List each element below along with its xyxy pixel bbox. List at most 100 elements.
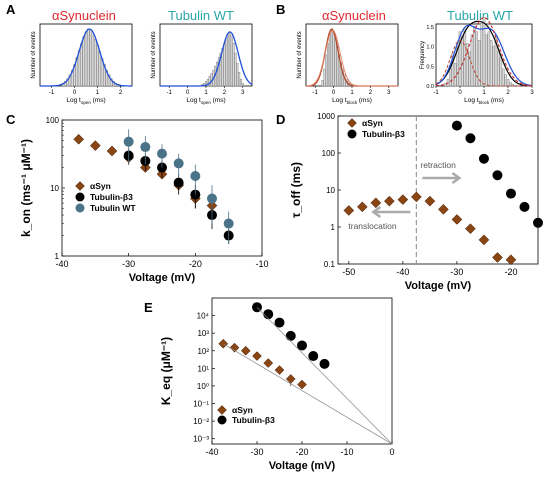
x-tick-label: 3 xyxy=(530,90,534,96)
data-point-circle xyxy=(519,201,530,212)
a1-title: αSynuclein xyxy=(52,8,116,23)
hist-bar xyxy=(461,37,464,87)
data-point-diamond xyxy=(383,195,395,207)
legend-label: Tubulin WT xyxy=(90,203,136,213)
data-point-circle xyxy=(157,148,167,159)
hist-bar xyxy=(456,45,459,87)
plot-frame xyxy=(305,23,399,87)
hist-bar xyxy=(91,34,95,87)
x-tick-label: 0 xyxy=(389,447,394,457)
y-tick-label: 10 xyxy=(50,184,59,193)
x-axis-label: Log tblock (ms) xyxy=(332,97,372,105)
x-tick-label: 3 xyxy=(387,90,391,96)
hist-bar xyxy=(325,54,328,87)
hist-bar xyxy=(232,43,235,87)
hist-bar xyxy=(82,36,85,87)
hist-bar xyxy=(70,69,74,87)
translocation-arrow xyxy=(371,205,411,219)
panel-label-e: E xyxy=(144,300,153,315)
x-tick-label: 2 xyxy=(119,90,123,96)
x-tick-label: 0 xyxy=(332,90,336,96)
y-tick-label: 0.1 xyxy=(324,260,336,269)
fit-curve xyxy=(435,39,532,87)
legend-label: αSyn xyxy=(362,118,383,128)
y-tick-label: 0.0 xyxy=(426,84,434,90)
y-axis-label: Number of events xyxy=(151,31,157,78)
hist-bar xyxy=(497,51,500,87)
x-tick-label: -1 xyxy=(313,90,319,96)
hist-bar xyxy=(475,31,479,87)
data-point-diamond xyxy=(411,191,422,203)
data-point-circle xyxy=(451,120,462,131)
hist-bar xyxy=(453,62,457,87)
legend-label: αSyn xyxy=(90,181,111,191)
data-point-diamond xyxy=(252,351,262,361)
hist-bar xyxy=(501,68,505,87)
data-point-diamond xyxy=(285,374,296,384)
x-tick-label: -10 xyxy=(255,259,268,269)
hist-bar xyxy=(480,23,483,87)
data-point-circle xyxy=(173,158,184,169)
y-tick-label: 0.5 xyxy=(426,64,434,70)
hist-bar xyxy=(228,31,231,87)
hist-bar xyxy=(238,72,241,87)
x-tick-label: 0 xyxy=(458,90,462,96)
hist-bar xyxy=(241,82,244,87)
data-point-circle xyxy=(207,193,217,204)
hist-bar xyxy=(98,51,102,87)
hist-bar xyxy=(96,44,99,87)
panel-label-d: D xyxy=(276,112,285,127)
data-point-circle xyxy=(319,358,330,369)
x-tick-label: 1 xyxy=(204,90,208,96)
data-point-diamond xyxy=(451,214,463,225)
panel-label-b: B xyxy=(276,2,285,17)
x-axis-label: Log tblock (ms) xyxy=(464,97,504,105)
y-axis-label: k_on (ms⁻¹ μM⁻¹) xyxy=(19,139,33,237)
hist-bar xyxy=(334,39,337,87)
data-point-circle xyxy=(308,351,319,362)
hist-bar xyxy=(227,34,230,87)
y-axis-label: τ_off (ms) xyxy=(289,162,303,218)
hist-bar xyxy=(482,17,486,87)
x-tick-label: -20 xyxy=(504,267,517,277)
x-tick-label: 1 xyxy=(482,90,486,96)
panel-b: αSynuclein Tubulin WT -1 0 1 2 3 Log tblock (… xyxy=(297,8,534,105)
hist-bar xyxy=(489,40,493,87)
hist-bar xyxy=(68,74,72,87)
data-point-circle xyxy=(173,177,184,188)
hist-bar xyxy=(487,31,491,87)
data-point-diamond xyxy=(505,254,517,266)
hist-bar xyxy=(107,74,111,87)
data-point-diamond xyxy=(106,145,118,157)
data-point-diamond xyxy=(73,133,85,145)
hist-bar xyxy=(84,31,88,87)
y-axis-label: Frequency xyxy=(420,41,426,69)
hist-bar xyxy=(444,82,447,87)
data-point-circle xyxy=(465,133,476,144)
data-point-diamond xyxy=(229,342,240,353)
y-tick-label: 1.0 xyxy=(426,45,434,51)
x-axis-label: Voltage (mV) xyxy=(129,272,196,284)
panel-e: -40 -30 -20 -10 0 10⁻³ 10⁻² 10⁻¹ 10⁰ 10¹ 10² 10³ 10⁴… xyxy=(159,297,395,472)
hist-bar xyxy=(230,35,233,87)
hist-bar xyxy=(509,82,512,87)
x-tick-label: 2 xyxy=(506,90,510,96)
hist-bar xyxy=(208,76,211,87)
hist-bar xyxy=(504,74,507,87)
hist-bar xyxy=(223,43,226,87)
y-tick-label: 10⁻³ xyxy=(193,435,209,444)
y-tick-label: 10⁰ xyxy=(197,382,209,391)
y-tick-label: 10⁻² xyxy=(193,417,209,426)
y-tick-label: 10 xyxy=(326,186,335,195)
fit-curve xyxy=(435,17,533,87)
data-point-circle xyxy=(263,309,274,320)
data-point-circle xyxy=(217,415,227,425)
data-point-circle xyxy=(223,218,234,229)
data-point-circle xyxy=(123,136,134,147)
data-point-circle xyxy=(533,217,543,228)
legend-label: αSyn xyxy=(232,405,253,415)
b2-plot: -1 0 1 2 3 0.0 0.5 1.0 1.5 Log tblock (ms) Frequen… xyxy=(420,17,534,105)
x-tick-label: -1 xyxy=(433,90,439,96)
hist-bar xyxy=(506,78,510,87)
